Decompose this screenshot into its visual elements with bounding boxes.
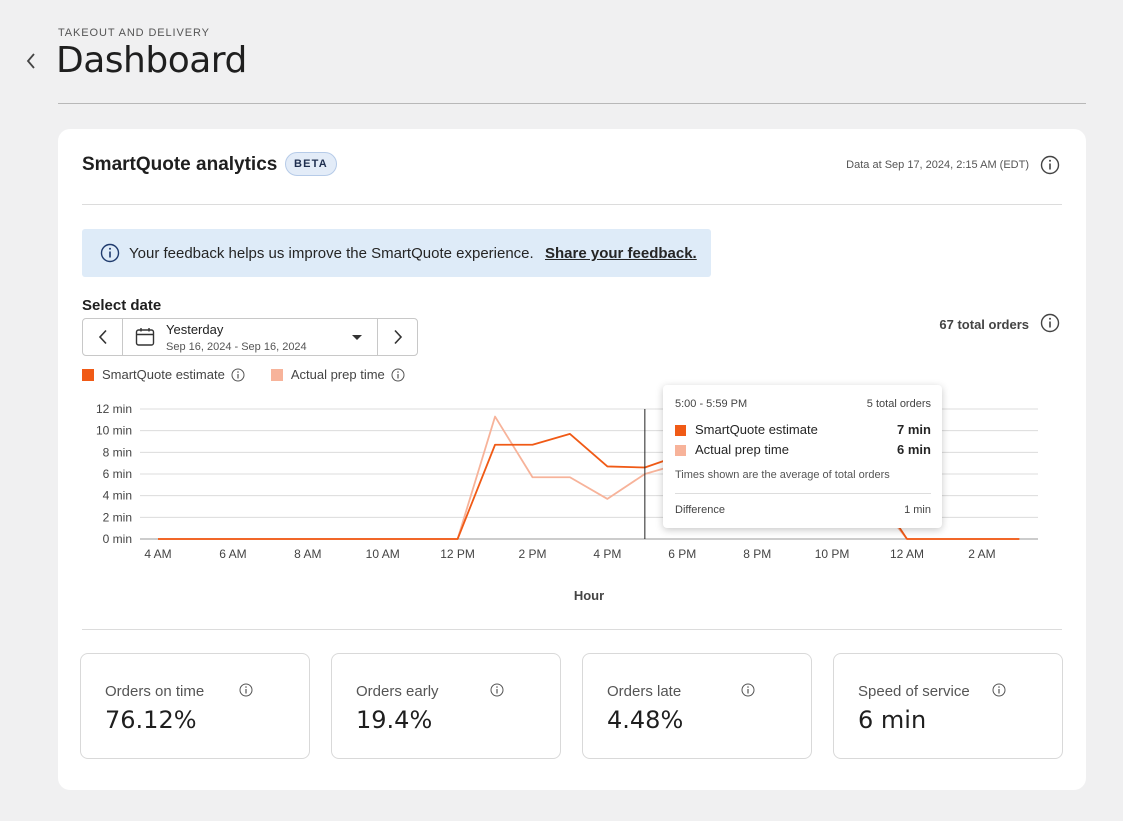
x-tick-label: 10 PM: [815, 547, 850, 561]
caret-down-icon[interactable]: [352, 335, 362, 340]
metric-value: 19.4%: [356, 706, 433, 734]
legend-label-actual: Actual prep time: [290, 367, 385, 382]
x-tick-label: 4 PM: [593, 547, 621, 561]
legend-label-estimate: SmartQuote estimate: [102, 367, 225, 382]
info-icon[interactable]: [231, 368, 245, 382]
x-tick-label: 8 PM: [743, 547, 771, 561]
legend-swatch-estimate: [82, 368, 94, 381]
chevron-left-icon: [98, 329, 107, 345]
x-axis-title: Hour: [574, 588, 604, 603]
x-tick-label: 6 AM: [219, 547, 246, 561]
info-icon[interactable]: [239, 683, 253, 702]
page-title: Dashboard: [56, 40, 247, 81]
tooltip-estimate-value: 7 min: [897, 422, 931, 437]
back-button[interactable]: [20, 50, 42, 72]
metric-value: 76.12%: [105, 706, 197, 734]
tooltip-divider: [675, 493, 931, 494]
next-date-button[interactable]: [377, 319, 417, 355]
legend-item-actual: Actual prep time: [270, 367, 405, 382]
header-divider: [58, 103, 1086, 104]
share-feedback-link[interactable]: Share your feedback.: [545, 245, 697, 262]
info-icon: [100, 243, 120, 268]
x-tick-label: 8 AM: [294, 547, 321, 561]
x-tick-label: 2 AM: [968, 547, 995, 561]
info-icon[interactable]: [1040, 313, 1060, 338]
tooltip-difference-value: 1 min: [904, 504, 931, 516]
metric-value: 4.48%: [607, 706, 684, 734]
tooltip-actual-value: 6 min: [897, 442, 931, 457]
y-tick-label: 8 min: [103, 445, 132, 459]
metric-orders-on-time: Orders on time 76.12%: [80, 653, 310, 759]
y-tick-label: 10 min: [96, 424, 132, 438]
x-tick-label: 10 AM: [366, 547, 400, 561]
tooltip-time: 5:00 - 5:59 PM: [675, 398, 748, 410]
x-tick-label: 2 PM: [518, 547, 546, 561]
chevron-left-icon: [26, 53, 35, 69]
metric-label: Orders early: [356, 683, 439, 700]
beta-badge: BETA: [285, 152, 337, 176]
info-icon[interactable]: [992, 683, 1006, 702]
total-orders: 67 total orders: [939, 317, 1029, 332]
tooltip-total-orders: 5 total orders: [866, 398, 931, 410]
y-tick-label: 2 min: [103, 510, 132, 524]
tooltip-estimate-label: SmartQuote estimate: [695, 422, 818, 437]
x-tick-label: 12 AM: [890, 547, 924, 561]
card-divider: [82, 629, 1062, 630]
y-tick-label: 12 min: [96, 402, 132, 416]
info-icon[interactable]: [1040, 155, 1060, 180]
smartquote-card: SmartQuote analytics BETA Data at Sep 17…: [58, 129, 1086, 790]
chevron-right-icon: [393, 329, 402, 345]
metric-orders-early: Orders early 19.4%: [331, 653, 561, 759]
x-tick-label: 12 PM: [440, 547, 475, 561]
card-divider: [82, 204, 1062, 205]
info-icon[interactable]: [490, 683, 504, 702]
chart-legend: SmartQuote estimate Actual prep time: [82, 367, 431, 382]
y-tick-label: 4 min: [103, 489, 132, 503]
info-icon[interactable]: [741, 683, 755, 702]
previous-date-button[interactable]: [83, 319, 123, 355]
metric-label: Speed of service: [858, 683, 970, 700]
metric-label: Orders on time: [105, 683, 205, 700]
data-timestamp: Data at Sep 17, 2024, 2:15 AM (EDT): [846, 159, 1029, 171]
feedback-banner: Your feedback helps us improve the Smart…: [82, 229, 711, 277]
feedback-text: Your feedback helps us improve the Smart…: [129, 245, 534, 262]
legend-item-estimate: SmartQuote estimate: [82, 367, 245, 382]
date-picker-label[interactable]: Yesterday: [166, 322, 224, 337]
chart-tooltip: 5:00 - 5:59 PM 5 total orders SmartQuote…: [663, 385, 942, 528]
metric-orders-late: Orders late 4.48%: [582, 653, 812, 759]
tooltip-swatch-estimate: [675, 425, 686, 436]
date-picker: Yesterday Sep 16, 2024 - Sep 16, 2024: [82, 318, 418, 356]
legend-swatch-actual: [270, 368, 283, 381]
tooltip-note: Times shown are the average of total ord…: [675, 469, 890, 481]
tooltip-swatch-actual: [675, 445, 686, 456]
tooltip-difference-label: Difference: [675, 504, 725, 516]
info-icon[interactable]: [391, 368, 405, 382]
x-tick-label: 6 PM: [668, 547, 696, 561]
date-picker-range: Sep 16, 2024 - Sep 16, 2024: [166, 341, 307, 353]
calendar-icon: [135, 327, 155, 352]
page-eyebrow: TAKEOUT AND DELIVERY: [58, 27, 210, 39]
metric-speed-of-service: Speed of service 6 min: [833, 653, 1063, 759]
tooltip-actual-label: Actual prep time: [695, 442, 789, 457]
metric-label: Orders late: [607, 683, 682, 700]
y-tick-label: 6 min: [103, 467, 132, 481]
metric-value: 6 min: [858, 706, 927, 734]
select-date-label: Select date: [82, 297, 162, 314]
card-title: SmartQuote analytics: [82, 154, 278, 175]
y-tick-label: 0 min: [103, 532, 132, 546]
x-tick-label: 4 AM: [144, 547, 171, 561]
